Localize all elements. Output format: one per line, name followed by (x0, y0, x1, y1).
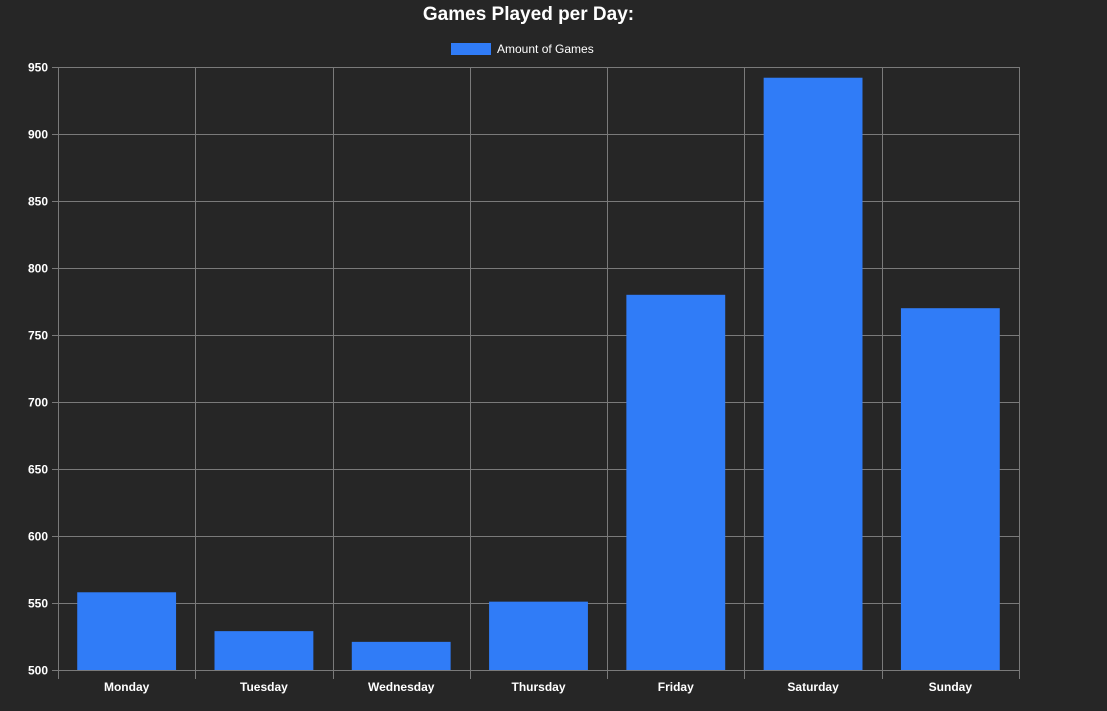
bar-sunday[interactable] (900, 308, 1000, 670)
bar-friday[interactable] (626, 294, 726, 670)
y-tick-label: 800 (28, 262, 48, 276)
x-axis-ticks: Monday Tuesday Wednesday Thursday Friday Satu… (104, 680, 972, 694)
bar-thursday[interactable] (489, 601, 588, 670)
x-tick-label: Monday (104, 680, 150, 694)
y-tick-label: 650 (28, 463, 48, 477)
y-tick-label: 750 (28, 329, 48, 343)
bar-saturday[interactable] (763, 77, 863, 671)
bar-monday[interactable] (77, 592, 177, 670)
y-tick-label: 550 (28, 597, 48, 611)
x-tick-label: Wednesday (368, 680, 435, 694)
y-tick-label: 600 (28, 530, 48, 544)
x-tick-label: Friday (658, 680, 694, 694)
y-tick-label: 850 (28, 195, 48, 209)
x-tick-label: Saturday (787, 680, 839, 694)
bar-wednesday[interactable] (351, 641, 451, 670)
bar-tuesday[interactable] (214, 631, 314, 670)
y-tick-label: 500 (28, 664, 48, 678)
x-tick-label: Sunday (929, 680, 973, 694)
y-tick-label: 900 (28, 128, 48, 142)
legend-swatch (451, 43, 491, 55)
bars (77, 77, 1000, 671)
y-tick-label: 700 (28, 396, 48, 410)
grid (52, 67, 1020, 679)
y-tick-label: 950 (28, 61, 48, 75)
y-axis-ticks: 500 550 600 650 700 750 800 850 900 950 (28, 61, 48, 678)
x-tick-label: Thursday (511, 680, 565, 694)
legend[interactable]: Amount of Games (451, 42, 594, 56)
chart-title: Games Played per Day: (422, 4, 635, 25)
legend-label: Amount of Games (497, 42, 594, 56)
x-tick-label: Tuesday (240, 680, 288, 694)
